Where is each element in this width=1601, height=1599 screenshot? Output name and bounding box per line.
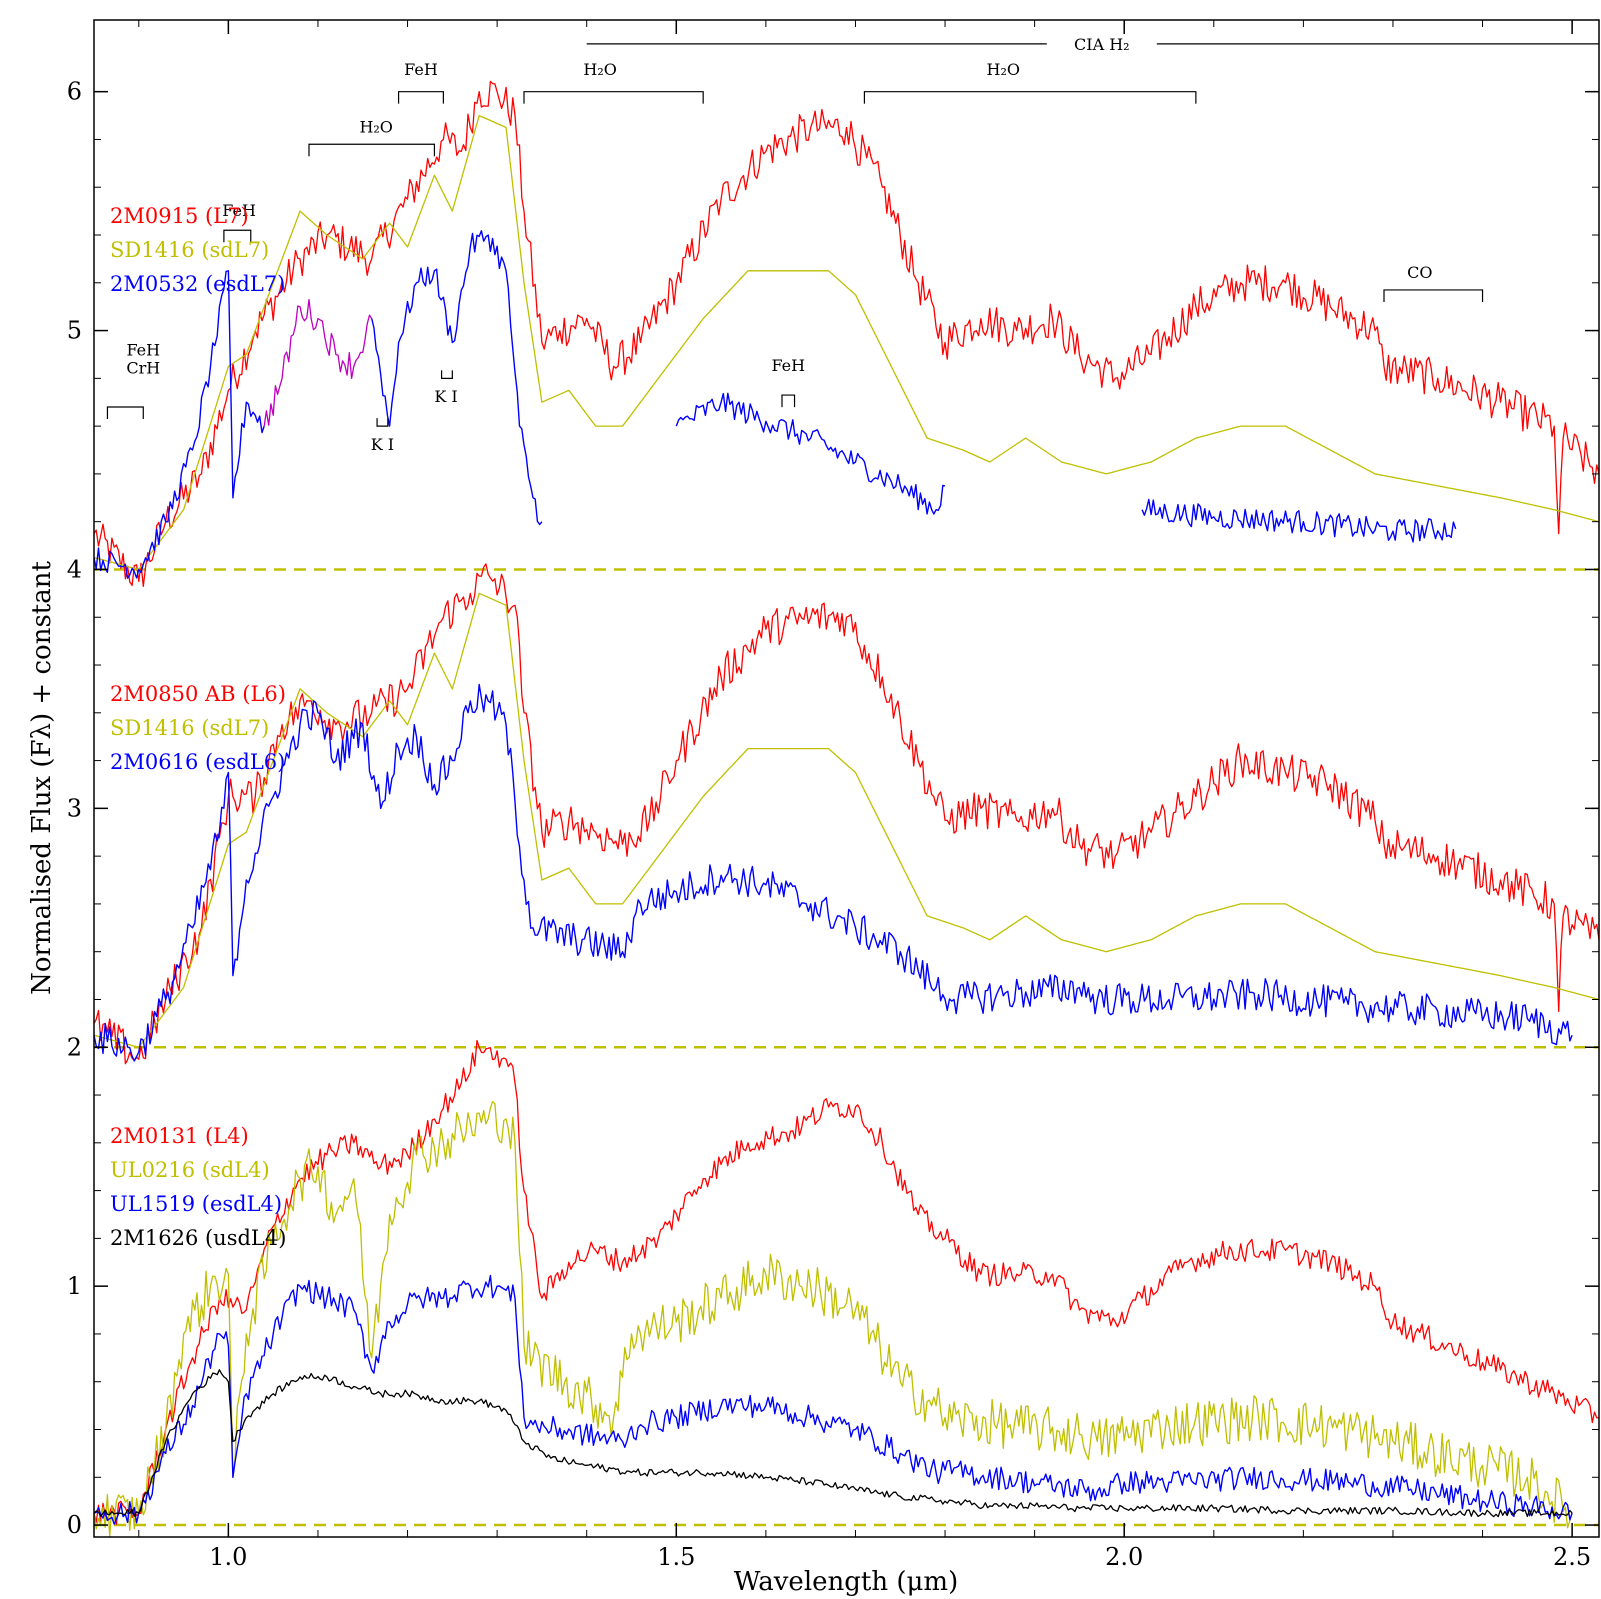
x-tick-label: 1.0 [209, 1543, 247, 1571]
spectrum-line [93, 1100, 1573, 1538]
feature-label: FeH [222, 201, 256, 220]
reference-lines [94, 568, 1599, 1527]
spectrum-line [93, 114, 1600, 571]
legend-entry: SD1416 (sdL7) [110, 716, 269, 740]
feature-bar [397, 91, 444, 104]
feature-label: CIA H₂ [1074, 35, 1130, 54]
legend-entry: UL1519 (esdL4) [110, 1192, 282, 1216]
x-axis: 1.0 1.5 2.0 2.5 [138, 20, 1591, 1571]
legend-entry: 2M0532 (esdL7) [110, 272, 285, 296]
feature-bar [308, 143, 436, 157]
feature-bar [223, 229, 252, 243]
feature-label: FeH [404, 60, 438, 79]
feature-bar [440, 370, 453, 379]
feature-label: H₂O [359, 117, 392, 136]
spectrum-line [93, 1274, 1573, 1525]
feature-label: K I [371, 435, 394, 454]
feature-bar [1383, 289, 1484, 302]
legend-entry: SD1416 (sdL7) [110, 238, 269, 262]
x-axis-label: Wavelength (μm) [734, 1567, 958, 1597]
feature-bar [863, 91, 1197, 104]
spectrum-line [93, 563, 1600, 1065]
feature-label: FeH [771, 356, 805, 375]
feature-bar [523, 91, 704, 104]
spectrum-line [93, 1369, 1573, 1518]
y-tick-label: 3 [67, 794, 82, 822]
legend-entry: 2M0616 (esdL6) [110, 750, 285, 774]
x-tick-label: 1.5 [657, 1543, 695, 1571]
spectrum-line [93, 683, 1573, 1062]
spectrum-line [93, 80, 1600, 587]
y-tick-label: 2 [67, 1033, 82, 1061]
spectrum-line [263, 298, 373, 427]
spectra-series [93, 80, 1600, 1538]
y-tick-label: 4 [67, 555, 82, 583]
feature-bar [781, 394, 796, 408]
feature-label: CO [1407, 263, 1432, 282]
legend-entry: 2M0131 (L4) [110, 1124, 249, 1148]
spectrum-line [93, 230, 1457, 579]
y-tick-label: 6 [67, 78, 82, 106]
feature-label: CrH [126, 359, 160, 378]
y-tick-label: 0 [67, 1511, 82, 1539]
legends: 2M0915 (L7) SD1416 (sdL7) 2M0532 (esdL7) 2M… [110, 204, 286, 1250]
legend-entry: 2M1626 (usdL4) [110, 1226, 286, 1250]
y-axis-label: Normalised Flux (Fλ) + constant [27, 561, 57, 995]
legend-entry: 2M0850 AB (L6) [110, 682, 286, 706]
legend-entry: UL0216 (sdL4) [110, 1158, 270, 1182]
x-tick-label: 2.0 [1105, 1543, 1143, 1571]
feature-label: K I [434, 387, 457, 406]
feature-bar [376, 418, 389, 427]
feature-bar [106, 406, 144, 420]
x-tick-label: 2.5 [1553, 1543, 1591, 1571]
spectrum-line [93, 592, 1600, 1048]
feature-label: H₂O [987, 60, 1020, 79]
spectrum-line [93, 1039, 1600, 1526]
y-tick-label: 5 [67, 317, 82, 345]
legend-entry: 2M0915 (L7) [110, 204, 249, 228]
feature-label: H₂O [583, 60, 616, 79]
feature-label: FeH [126, 341, 160, 360]
y-tick-label: 1 [67, 1272, 82, 1300]
plot-frame [93, 19, 1600, 1538]
y-axis: 0 1 2 3 4 5 6 [67, 78, 1599, 1539]
